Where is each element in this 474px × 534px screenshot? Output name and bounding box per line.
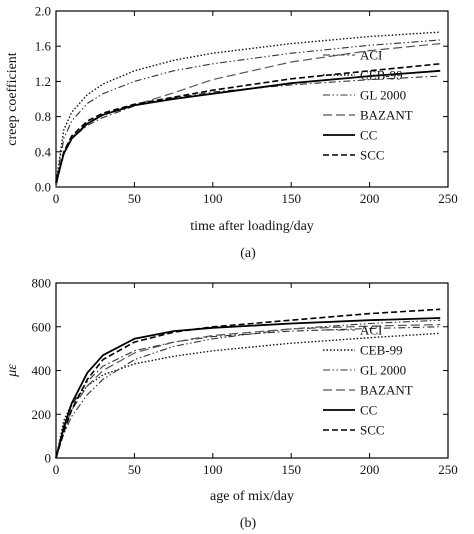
legend-label: CC bbox=[360, 403, 377, 418]
x-tick-label: 100 bbox=[203, 191, 223, 206]
y-tick-label: 0.4 bbox=[35, 144, 52, 159]
y-tick-label: 0 bbox=[45, 451, 52, 466]
legend-label: ACI bbox=[360, 48, 382, 63]
y-tick-label: 0.0 bbox=[35, 180, 51, 195]
series-line-gl-2000 bbox=[55, 319, 441, 459]
x-tick-label: 50 bbox=[128, 191, 141, 206]
legend-label: SCC bbox=[360, 423, 385, 438]
x-tick-label: 150 bbox=[281, 462, 301, 477]
x-tick-label: 250 bbox=[438, 191, 458, 206]
series-line-cc bbox=[55, 69, 441, 183]
panel-label: (a) bbox=[240, 246, 256, 261]
series-line-cc bbox=[55, 317, 441, 459]
legend-label: ACI bbox=[360, 323, 382, 338]
x-tick-label: 100 bbox=[203, 462, 223, 477]
x-axis-title: time after loading/day bbox=[190, 219, 314, 234]
y-tick-label: 1.6 bbox=[35, 39, 52, 54]
legend-label: CEB-99 bbox=[360, 343, 403, 358]
series-line-ceb-99 bbox=[55, 332, 441, 459]
y-tick-label: 800 bbox=[32, 276, 52, 291]
panel-label: (b) bbox=[240, 516, 257, 531]
y-axis-title: με bbox=[5, 364, 20, 378]
y-tick-label: 200 bbox=[32, 407, 52, 422]
legend: ACI CEB-99 GL 2000 BAZANT CC SCC bbox=[323, 48, 413, 163]
series-line-scc bbox=[55, 63, 441, 183]
series-line-gl-2000 bbox=[55, 39, 441, 183]
legend-label: BAZANT bbox=[360, 383, 413, 398]
legend-label: CEB-99 bbox=[360, 68, 403, 83]
y-tick-label: 1.2 bbox=[35, 74, 51, 89]
x-tick-label: 200 bbox=[360, 191, 380, 206]
x-tick-label: 200 bbox=[360, 462, 380, 477]
y-axis-title: creep coefficient bbox=[5, 52, 20, 146]
x-tick-label: 50 bbox=[128, 462, 141, 477]
legend-label: BAZANT bbox=[360, 108, 413, 123]
x-tick-label: 0 bbox=[53, 191, 60, 206]
x-tick-label: 250 bbox=[438, 462, 458, 477]
legend-label: GL 2000 bbox=[360, 363, 406, 378]
legend: ACI CEB-99 GL 2000 BAZANT CC SCC bbox=[323, 323, 413, 438]
x-tick-label: 0 bbox=[53, 462, 60, 477]
legend-label: GL 2000 bbox=[360, 88, 406, 103]
x-tick-label: 150 bbox=[281, 191, 301, 206]
chart-panel-1: 0 50 100 150 200 250 0.0 0.4 0.8 1.2 1.6 2.0 time af… bbox=[5, 4, 458, 262]
y-tick-label: 400 bbox=[32, 363, 52, 378]
legend-label: SCC bbox=[360, 148, 385, 163]
y-tick-label: 600 bbox=[32, 319, 52, 334]
series-line-scc bbox=[55, 308, 441, 459]
legend-label: CC bbox=[360, 128, 377, 143]
y-tick-label: 2.0 bbox=[35, 4, 51, 19]
y-tick-label: 0.8 bbox=[35, 109, 51, 124]
plot-frame bbox=[55, 10, 449, 188]
chart-panel-2: 0 50 100 150 200 250 0 200 400 600 800 age of mix/d… bbox=[5, 276, 458, 532]
x-axis-title: age of mix/day bbox=[210, 489, 294, 504]
series-line-bazant bbox=[55, 324, 441, 459]
